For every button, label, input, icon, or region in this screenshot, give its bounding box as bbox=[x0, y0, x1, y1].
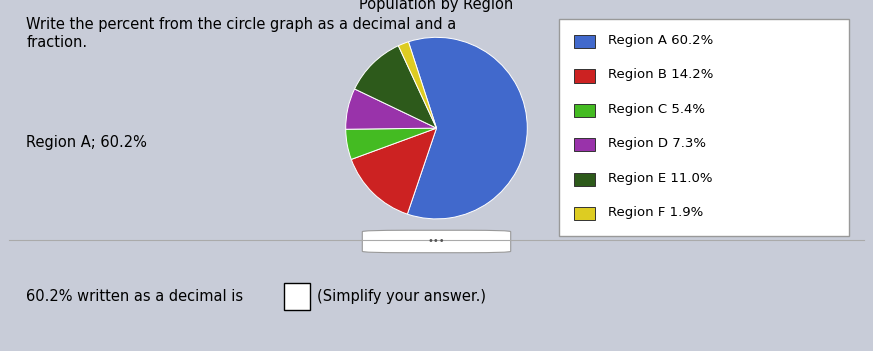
Text: 60.2% written as a decimal is: 60.2% written as a decimal is bbox=[26, 289, 244, 304]
Bar bbox=[574, 69, 595, 82]
Text: Region A; 60.2%: Region A; 60.2% bbox=[26, 135, 147, 150]
Wedge shape bbox=[346, 89, 436, 129]
Text: Region E 11.0%: Region E 11.0% bbox=[608, 172, 712, 185]
Bar bbox=[574, 207, 595, 220]
Text: Write the percent from the circle graph as a decimal and a
fraction.: Write the percent from the circle graph … bbox=[26, 17, 457, 49]
Wedge shape bbox=[346, 128, 436, 159]
Text: Region B 14.2%: Region B 14.2% bbox=[608, 68, 713, 81]
Wedge shape bbox=[351, 128, 436, 214]
Bar bbox=[284, 283, 310, 310]
Text: Region F 1.9%: Region F 1.9% bbox=[608, 206, 703, 219]
Text: Region A 60.2%: Region A 60.2% bbox=[608, 34, 713, 47]
Bar bbox=[574, 104, 595, 117]
Wedge shape bbox=[398, 42, 436, 128]
Text: (Simplify your answer.): (Simplify your answer.) bbox=[317, 289, 486, 304]
Text: •••: ••• bbox=[428, 237, 445, 246]
Text: Region D 7.3%: Region D 7.3% bbox=[608, 137, 705, 150]
Bar bbox=[574, 173, 595, 186]
Title: Population by Region: Population by Region bbox=[360, 0, 513, 12]
Bar bbox=[574, 138, 595, 151]
Text: Region C 5.4%: Region C 5.4% bbox=[608, 102, 705, 115]
FancyBboxPatch shape bbox=[362, 230, 511, 253]
Bar bbox=[574, 35, 595, 48]
Wedge shape bbox=[408, 37, 527, 219]
Wedge shape bbox=[354, 46, 436, 128]
